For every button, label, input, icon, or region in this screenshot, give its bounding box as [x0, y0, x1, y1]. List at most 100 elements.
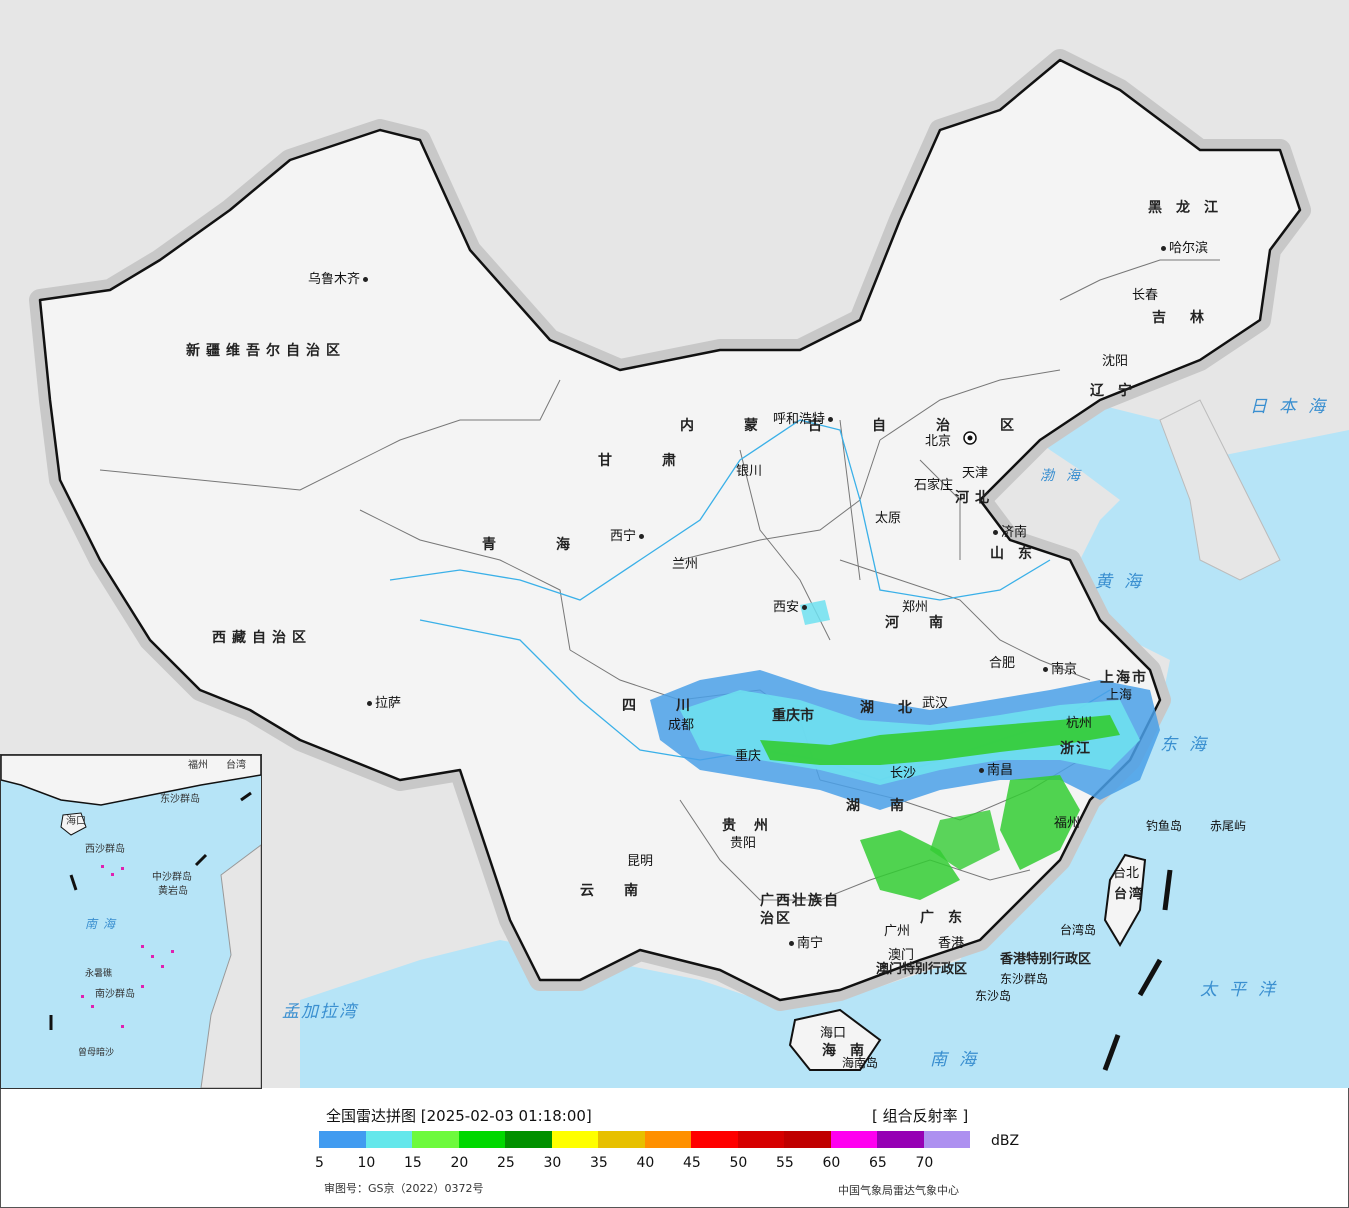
- city-label: 拉萨: [375, 696, 402, 711]
- inset-label-fuzhou: 福州: [188, 760, 208, 771]
- province-heilongjiang: 黑龙江: [1148, 200, 1232, 216]
- city-label: 乌鲁木齐: [308, 272, 361, 287]
- city-label: 香港: [938, 936, 965, 951]
- city-label: 昆明: [627, 854, 654, 869]
- city-xining: 西宁: [610, 525, 647, 544]
- province-guizhou: 贵州: [722, 818, 786, 834]
- beijing-capital-dot: [967, 435, 973, 441]
- legend-tick-label: 45: [683, 1155, 701, 1171]
- province-guangdong: 广东: [920, 910, 976, 926]
- city-lhasa: 拉萨: [364, 692, 401, 711]
- legend-panel: [0, 1088, 1349, 1208]
- city-chengdu: 成都: [668, 714, 694, 733]
- city-label: 杭州: [1066, 716, 1093, 731]
- city-nanjing: 南京: [1040, 658, 1077, 677]
- city-label: 武汉: [922, 696, 949, 711]
- city-hefei: 合肥: [989, 652, 1015, 671]
- legend-swatch: [784, 1131, 831, 1148]
- province-qinghai: 青海: [482, 537, 630, 553]
- city-fuzhou: 福州: [1054, 812, 1080, 831]
- city-dot-icon: [979, 768, 984, 773]
- legend-title: 全国雷达拼图 [2025-02-03 01:18:00]: [326, 1107, 592, 1125]
- inset-label-zhongsha: 中沙群岛: [152, 872, 192, 883]
- sea-label-south: 南海: [930, 1050, 988, 1070]
- city-label: 北京: [925, 434, 952, 449]
- legend-unit: dBZ: [991, 1133, 1020, 1149]
- province-liaoning: 辽宁: [1090, 383, 1146, 399]
- city-hongkong: 香港: [938, 932, 964, 951]
- legend-tick-label: 25: [497, 1155, 515, 1171]
- sea-label-japan: 日本海: [1250, 397, 1337, 417]
- taiwan-island: [1103, 853, 1147, 947]
- province-xizang: 西藏自治区: [212, 630, 312, 646]
- inset-map: [1, 755, 261, 1088]
- inset-label-taiwan: 台湾: [226, 760, 246, 771]
- province-neimenggu: 内蒙古自治区: [680, 418, 1064, 434]
- legend-swatch: [830, 1131, 877, 1148]
- city-label: 合肥: [989, 656, 1016, 671]
- city-dot-icon: [802, 605, 808, 610]
- city-label: 台北: [1113, 866, 1140, 881]
- island-dongsha-group: 东沙群岛: [1000, 972, 1049, 986]
- echo-green-fujian: [1000, 775, 1080, 870]
- city-dot-icon: [993, 530, 998, 535]
- province-gansu: 甘肃: [598, 453, 726, 469]
- inset-label-haikou: 海口: [66, 816, 86, 827]
- city-dot-icon: [789, 941, 794, 946]
- province-yunnan: 云南: [580, 883, 668, 899]
- province-guangxi: 广西壮族自治区: [760, 893, 840, 927]
- legend-tick-label: 40: [636, 1155, 655, 1171]
- city-label: 西安: [773, 600, 800, 615]
- city-label: 海口: [820, 1026, 847, 1041]
- inset-islands: [81, 865, 174, 1028]
- legend-swatch: [644, 1131, 691, 1148]
- city-shijiazhuang: 石家庄: [914, 474, 953, 493]
- island-hainan: 海南岛: [842, 1056, 879, 1070]
- city-haikou: 海口: [820, 1022, 846, 1041]
- radar-echoes: [650, 600, 1160, 900]
- city-dot-icon: [1161, 246, 1166, 251]
- legend-swatch: [877, 1131, 924, 1148]
- city-label: 郑州: [902, 600, 929, 615]
- inset-label-nansha: 南沙群岛: [95, 989, 135, 1000]
- city-beijing: 北京: [925, 430, 951, 449]
- legend-swatch: [319, 1131, 366, 1148]
- inset-east-land: [200, 844, 261, 1088]
- sea-label-yellow: 黄海: [1095, 572, 1153, 592]
- legend-swatch: [923, 1131, 970, 1148]
- province-chongqing: 重庆市: [772, 708, 814, 724]
- city-label: 贵阳: [730, 836, 757, 851]
- province-zhejiang: 浙江: [1060, 741, 1092, 757]
- province-shanghai: 上海市: [1100, 670, 1148, 686]
- echo-cyan-west: [800, 600, 830, 625]
- inset-land: [1, 755, 261, 806]
- city-label: 天津: [962, 466, 989, 481]
- province-sichuan: 四川: [622, 698, 730, 714]
- legend-swatch: [412, 1131, 459, 1148]
- data-source: 中国气象局雷达气象中心: [838, 1184, 959, 1197]
- city-jinan: 济南: [990, 521, 1027, 540]
- city-label: 长沙: [890, 766, 917, 781]
- maritime-boundary: [1102, 869, 1173, 1071]
- city-kunming: 昆明: [627, 850, 653, 869]
- city-lanzhou: 兰州: [672, 553, 698, 572]
- city-label: 银川: [736, 464, 763, 479]
- city-label: 澳门: [888, 948, 915, 963]
- city-label: 广州: [884, 924, 911, 939]
- city-dot-icon: [367, 701, 372, 706]
- legend-swatch: [551, 1131, 598, 1148]
- sea-label-bohai: 渤海: [1040, 468, 1092, 484]
- city-xian: 西安: [773, 596, 810, 615]
- echo-green-band: [760, 715, 1120, 765]
- city-label: 兰州: [672, 557, 699, 572]
- legend-tick-label: 60: [822, 1155, 841, 1171]
- city-label: 沈阳: [1102, 354, 1129, 369]
- legend-tick-label: 15: [404, 1155, 422, 1171]
- province-henan: 河南: [885, 615, 973, 631]
- south-china-sea-inset: [0, 754, 262, 1089]
- city-label: 重庆: [735, 749, 762, 764]
- legend-tick-label: 20: [450, 1155, 469, 1171]
- province-hainan: 海南: [822, 1043, 878, 1059]
- city-label: 西宁: [610, 529, 637, 544]
- city-zhengzhou: 郑州: [902, 596, 928, 615]
